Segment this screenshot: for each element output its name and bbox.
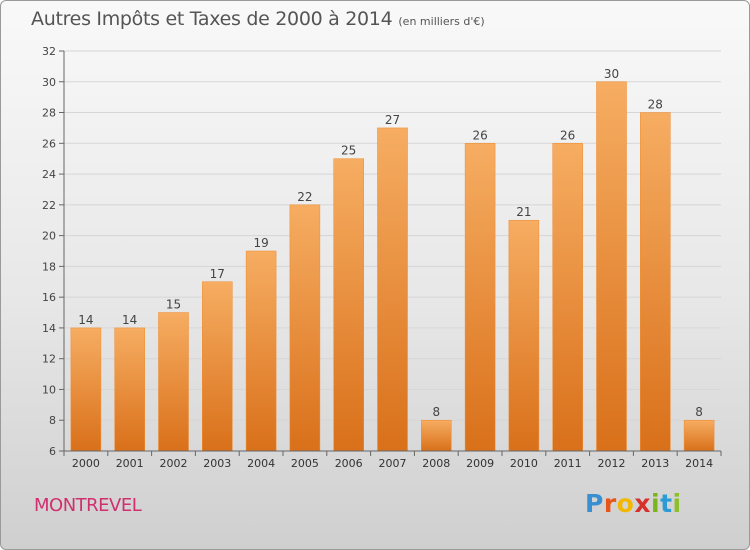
y-tick-label: 22 [42,199,56,212]
y-tick-label: 24 [42,168,56,181]
logo-letter: P [585,489,604,518]
y-tick-label: 30 [42,76,56,89]
data-label: 27 [385,113,400,127]
data-label: 25 [341,144,356,158]
bar-2009 [464,143,496,452]
bar-2003 [202,281,233,452]
data-label: 30 [604,67,619,81]
title-text: Autres Impôts et Taxes de 2000 à 2014 [31,8,393,30]
bar-2006 [333,158,364,452]
x-tick-label: 2000 [72,457,100,470]
title-unit: (en milliers d'€) [398,15,485,28]
chart-title: Autres Impôts et Taxes de 2000 à 2014 (en… [31,8,485,30]
x-tick-label: 2008 [422,457,450,470]
x-tick-label: 2014 [685,457,713,470]
y-tick-label: 16 [42,291,56,304]
y-tick-label: 28 [42,107,56,120]
bar-2000 [70,327,102,452]
data-label: 26 [560,128,575,142]
town-name: MONTREVEL [34,495,142,516]
data-label: 19 [253,236,268,250]
y-tick-label: 8 [49,414,56,427]
y-tick-label: 14 [42,322,56,335]
bar-2011 [552,143,583,452]
data-label: 28 [648,98,663,112]
y-tick-label: 12 [42,353,56,366]
data-label: 14 [122,313,137,327]
y-tick-label: 6 [49,445,56,458]
logo-letter: i [672,489,682,518]
logo-letter: t [660,489,673,518]
axes: 6 8 10 12 14 16 18 20 22 24 26 28 30 32 2000 2001 2002 20… [42,45,722,470]
bars [70,81,715,452]
data-label: 17 [210,267,225,281]
x-tick-label: 2012 [598,457,626,470]
x-tick-label: 2006 [335,457,363,470]
y-tick-label: 26 [42,137,56,150]
bar-2013 [640,112,671,452]
x-tick-label: 2010 [510,457,538,470]
bar-2001 [114,327,145,452]
data-label: 21 [516,205,531,219]
data-label: 8 [695,405,703,419]
x-tick-label: 2011 [554,457,582,470]
data-label: 22 [297,190,312,204]
x-tick-label: 2013 [641,457,669,470]
bar-2014 [683,419,715,452]
bar-2002 [158,312,189,452]
x-tick-label: 2009 [466,457,494,470]
data-label: 26 [472,128,487,142]
bar-2008 [421,419,452,452]
x-tick-label: 2004 [247,457,275,470]
logo-letter: x [634,489,651,518]
bar-2012 [596,81,627,452]
bar-2004 [245,250,277,452]
logo-letter: r [603,489,617,518]
y-tick-label: 18 [42,260,56,273]
y-tick-label: 20 [42,230,56,243]
bar-2007 [377,127,408,452]
proxiti-logo: Proxiti [585,489,682,518]
data-label: 8 [432,405,440,419]
bar-2010 [508,219,540,452]
x-tick-label: 2002 [160,457,188,470]
x-tick-label: 2005 [291,457,319,470]
y-tick-label: 32 [42,45,56,58]
data-label: 14 [78,313,93,327]
bar-2005 [289,204,321,452]
data-label: 15 [166,298,181,312]
logo-letter: i [651,489,661,518]
x-tick-label: 2007 [379,457,407,470]
x-tick-label: 2003 [203,457,231,470]
y-tick-label: 10 [42,383,56,396]
logo-letter: o [616,489,635,518]
x-tick-label: 2001 [116,457,144,470]
data-labels: 14 14 15 17 19 22 25 27 8 26 21 26 30 28 8 [78,67,703,419]
